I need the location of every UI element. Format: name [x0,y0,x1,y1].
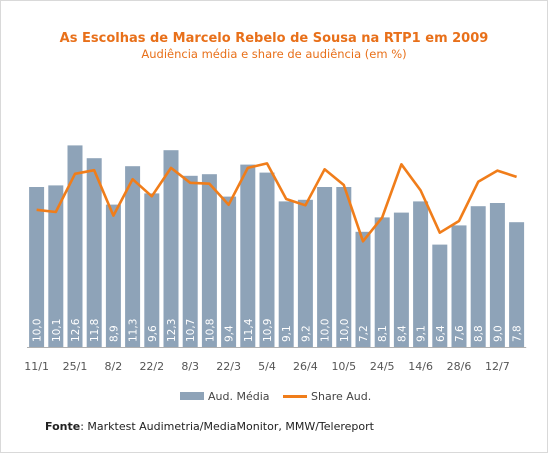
bar [413,201,429,347]
x-tick-label: 22/3 [216,360,241,373]
bar-value-label: 9,1 [281,325,293,342]
bar [259,172,275,347]
bar-value-label: 9,2 [300,325,312,342]
x-tick-label: 12/7 [485,360,510,373]
bar [451,225,467,347]
bar [489,203,505,347]
x-tick-label: 28/6 [447,360,472,373]
bar-value-label: 7,2 [358,325,370,342]
chart-title: As Escolhas de Marcelo Rebelo de Sousa n… [59,31,489,46]
bar-value-label: 10,1 [51,319,63,342]
source-label: Fonte [45,420,81,433]
bar [393,212,409,347]
bar [182,175,198,347]
x-tick-label: 10/5 [331,360,356,373]
bar [297,199,313,347]
x-tick-label: 24/5 [370,360,395,373]
bar [29,187,45,347]
x-tick-label: 8/3 [181,360,199,373]
bar-value-label: 9,0 [492,325,504,342]
bar [278,201,294,347]
bar [374,217,390,347]
bar-value-label: 10,8 [204,319,216,342]
bar-value-label: 10,0 [32,319,44,342]
share-line [36,162,518,243]
legend-label-line: Share Aud. [311,390,371,403]
x-tick-label: 5/4 [258,360,276,373]
bar-value-label: 7,8 [512,325,524,342]
bar [125,166,141,347]
x-tick-label: 8/2 [105,360,123,373]
bar [336,187,352,347]
bar [201,174,217,347]
chart-subtitle: Audiência média e share de audiência (em… [141,47,407,61]
bar [221,196,237,347]
bar [432,244,448,347]
source-note: Fonte: Marktest Audimetria/MediaMonitor,… [45,420,374,433]
bar-value-label: 7,6 [454,325,466,342]
x-tick-label: 22/2 [139,360,164,373]
bar-value-label: 6,4 [435,325,447,342]
bar [67,145,83,347]
bar [509,222,525,347]
bar [105,204,121,347]
legend-swatch-bar [180,392,204,400]
x-tick-label: 25/1 [63,360,88,373]
bar [470,206,486,347]
bar [240,164,256,347]
bar-value-label: 10,0 [339,319,351,342]
x-tick-label: 26/4 [293,360,318,373]
bar-value-label: 8,9 [108,325,120,342]
bar-value-label: 10,9 [262,319,274,342]
bar-value-label: 10,0 [320,319,332,342]
bar-value-label: 11,4 [243,318,255,342]
bar [86,158,102,347]
bar-value-label: 9,6 [147,325,159,342]
bar [317,187,333,347]
bar [355,231,371,347]
bar-value-label: 11,3 [128,319,140,342]
bar-value-label: 12,6 [70,318,82,342]
source-text: : Marktest Audimetria/MediaMonitor, MMW/… [80,420,374,433]
bar-value-label: 8,8 [473,325,485,342]
x-tick-label: 14/6 [408,360,433,373]
bar [48,185,64,347]
legend-label-bar: Aud. Média [208,390,270,403]
bar-value-label: 12,3 [166,319,178,342]
bar [144,193,160,347]
bar-value-label: 9,1 [416,325,428,342]
bar-value-label: 9,4 [224,325,236,342]
bar-value-label: 8,4 [396,325,408,342]
bar-value-label: 8,1 [377,325,389,342]
bar [163,150,179,347]
x-tick-label: 11/1 [24,360,49,373]
bar-value-label: 10,7 [185,319,197,342]
bar-value-label: 11,8 [89,319,101,342]
